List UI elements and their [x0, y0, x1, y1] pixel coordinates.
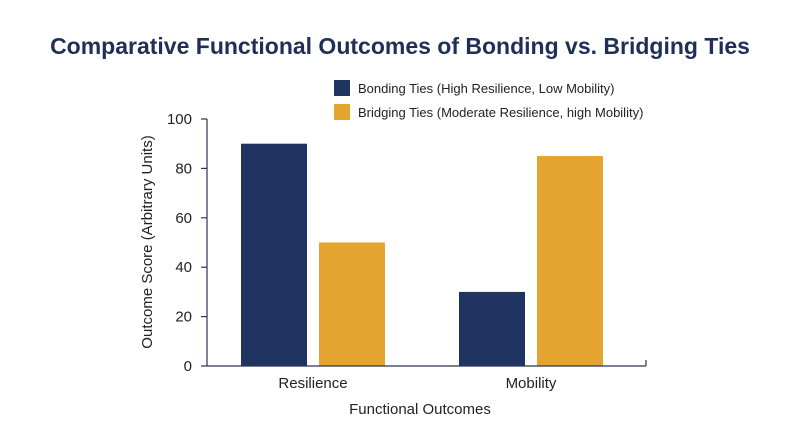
y-tick-label: 20	[175, 309, 192, 326]
legend-label: Bridging Ties (Moderate Resilience, high…	[358, 105, 643, 120]
legend-label: Bonding Ties (High Resilience, Low Mobil…	[358, 81, 615, 96]
bar-resilience-bridging	[319, 242, 385, 366]
legend-swatch	[334, 104, 350, 120]
x-category-label: Resilience	[278, 375, 347, 392]
axes	[206, 119, 647, 367]
y-tick-label: 100	[167, 111, 192, 128]
y-tick-label: 40	[175, 259, 192, 276]
bar-mobility-bridging	[537, 156, 603, 366]
bar-resilience-bonding	[241, 143, 307, 366]
y-axis-title: Outcome Score (Arbitrary Units)	[139, 135, 156, 348]
x-axis-title: Functional Outcomes	[349, 401, 491, 418]
y-ticks: 0 20 40 60 80 100	[167, 111, 207, 375]
y-tick-label: 60	[175, 210, 192, 227]
chart-title: Comparative Functional Outcomes of Bondi…	[50, 33, 750, 59]
legend-swatch	[334, 80, 350, 96]
x-category-labels: Resilience Mobility	[278, 375, 557, 392]
legend: Bonding Ties (High Resilience, Low Mobil…	[334, 80, 643, 120]
bar-mobility-bonding	[459, 291, 525, 366]
bars	[241, 143, 603, 366]
y-tick-label: 80	[175, 160, 192, 177]
y-tick-label: 0	[184, 358, 192, 375]
x-category-label: Mobility	[506, 375, 557, 392]
